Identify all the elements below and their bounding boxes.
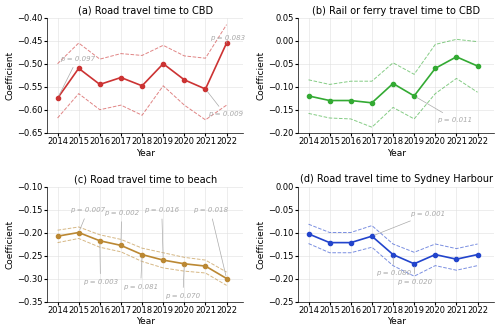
X-axis label: Year: Year [386,317,406,326]
Y-axis label: Coefficient: Coefficient [256,219,266,269]
Text: p = 0.018: p = 0.018 [193,208,228,276]
X-axis label: Year: Year [136,317,154,326]
Title: (a) Road travel time to CBD: (a) Road travel time to CBD [78,6,213,16]
Text: p = 0.009: p = 0.009 [207,91,242,117]
Y-axis label: Coefficient: Coefficient [6,219,15,269]
Title: (c) Road travel time to beach: (c) Road travel time to beach [74,174,217,184]
Text: p = 0.081: p = 0.081 [123,257,158,290]
Text: p = 0.007: p = 0.007 [70,208,106,230]
Text: p = 0.011: p = 0.011 [416,97,472,123]
Y-axis label: Coefficient: Coefficient [6,51,15,100]
X-axis label: Year: Year [136,149,154,158]
Text: p = 0.001: p = 0.001 [374,211,445,235]
Text: p = 0.083: p = 0.083 [210,36,245,43]
Title: (b) Rail or ferry travel time to CBD: (b) Rail or ferry travel time to CBD [312,6,480,16]
Y-axis label: Coefficient: Coefficient [256,51,266,100]
Text: p = 0.016: p = 0.016 [144,208,180,257]
Text: p = 0.003: p = 0.003 [83,244,118,285]
Text: p = 0.002: p = 0.002 [104,210,139,243]
Text: p = 0.070: p = 0.070 [166,267,200,299]
X-axis label: Year: Year [386,149,406,158]
Text: p = 0.020: p = 0.020 [398,267,432,285]
Text: p = 0.097: p = 0.097 [59,56,95,96]
Title: (d) Road travel time to Sydney Harbour: (d) Road travel time to Sydney Harbour [300,174,492,184]
Text: p = 0.080: p = 0.080 [376,257,412,276]
